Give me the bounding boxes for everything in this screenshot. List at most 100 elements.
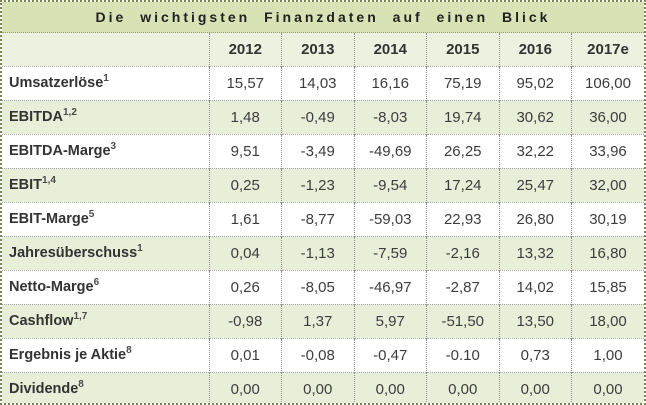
table-cell-value: -49,69 xyxy=(353,133,427,168)
table-cell-value: -9,54 xyxy=(353,167,427,202)
row-footnote-marker: 8 xyxy=(78,379,84,391)
table-cell-value: 14,03 xyxy=(281,65,354,100)
table-cell-value: -2,87 xyxy=(426,269,499,304)
row-label-cell: Umsatzerlöse1 xyxy=(2,65,209,100)
row-label-cell: Netto-Marge6 xyxy=(2,269,209,304)
table-cell-value: -51,50 xyxy=(426,303,499,338)
row-label: EBIT-Marge xyxy=(9,211,89,227)
table-cell-value: 17,24 xyxy=(426,167,499,202)
table-cell-value: -1,23 xyxy=(281,167,354,202)
table-cell-value: -59,03 xyxy=(353,201,427,236)
table-cell-value: 26,25 xyxy=(426,133,499,168)
table-cell-value: 75,19 xyxy=(426,65,499,100)
row-label-cell: EBITDA1,2 xyxy=(2,99,209,134)
table-row: EBITDA1,2 1,48 -0,49 -8,03 19,74 30,62 3… xyxy=(2,99,644,134)
table-row: Ergebnis je Aktie8 0,01 -0,08 -0,47 -0.1… xyxy=(2,337,644,372)
row-label-cell: EBIT1,4 xyxy=(2,167,209,202)
table-cell-value: 1,00 xyxy=(571,337,644,372)
row-label: Cashflow xyxy=(9,313,74,329)
row-label-cell: Dividende8 xyxy=(2,371,209,403)
table-cell-value: 9,51 xyxy=(208,133,282,168)
row-label: Umsatzerlöse xyxy=(9,75,104,91)
table-row: Dividende8 0,00 0,00 0,00 0,00 0,00 0,00 xyxy=(2,371,644,403)
table-cell-value: 14,02 xyxy=(498,269,572,304)
table-cell-value: 0,00 xyxy=(353,371,427,403)
table-row: EBITDA-Marge3 9,51 -3,49 -49,69 26,25 32… xyxy=(2,133,644,168)
table-row: EBIT1,4 0,25 -1,23 -9,54 17,24 25,47 32,… xyxy=(2,167,644,202)
table-cell-value: 5,97 xyxy=(353,303,427,338)
row-footnote-marker: 1,7 xyxy=(73,311,88,323)
table-row: Netto-Marge6 0,26 -8,05 -46,97 -2,87 14,… xyxy=(2,269,644,304)
table-cell-value: 0,00 xyxy=(498,371,572,403)
row-label-cell: Jahresüberschuss1 xyxy=(2,235,209,270)
table-cell-value: 0,01 xyxy=(208,337,282,372)
row-label: Dividende xyxy=(9,381,79,398)
table-cell-value: 19,74 xyxy=(426,99,499,134)
row-footnote-marker: 8 xyxy=(126,345,132,357)
table-row: Umsatzerlöse1 15,57 14,03 16,16 75,19 95… xyxy=(2,65,644,100)
row-label: EBITDA-Marge xyxy=(9,143,111,159)
table-cell-value: 32,22 xyxy=(498,133,572,168)
row-label-cell: EBITDA-Marge3 xyxy=(2,133,209,168)
table-cell-value: 32,00 xyxy=(571,167,644,202)
table-body: Umsatzerlöse1 15,57 14,03 16,16 75,19 95… xyxy=(2,65,644,403)
financial-data-table: 2012 2013 2014 2015 2016 2017e Umsatzerl… xyxy=(2,33,644,403)
table-cell-value: 106,00 xyxy=(571,65,644,100)
table-cell-value: 13,50 xyxy=(498,303,572,338)
row-label: Ergebnis je Aktie xyxy=(9,347,127,363)
table-cell-value: 0,73 xyxy=(498,337,572,372)
row-footnote-marker: 6 xyxy=(93,277,100,289)
table-cell-value: 0,26 xyxy=(208,269,282,304)
table-cell-value: 25,47 xyxy=(498,167,572,202)
table-cell-value: -2,16 xyxy=(426,235,499,270)
table-cell-value: 30,19 xyxy=(571,201,644,236)
table-cell-value: 13,32 xyxy=(498,235,572,270)
table-cell-value: 16,80 xyxy=(571,235,644,270)
row-label-cell: Cashflow1,7 xyxy=(2,303,209,338)
table-cell-value: -3,49 xyxy=(281,133,354,168)
row-label: Jahresüberschuss xyxy=(9,245,138,261)
table-cell-value: 1,48 xyxy=(208,99,282,134)
table-cell-value: 1,37 xyxy=(281,303,354,338)
row-footnote-marker: 5 xyxy=(88,209,95,221)
table-cell-value: 26,80 xyxy=(498,201,572,236)
table-cell-value: 22,93 xyxy=(426,201,499,236)
table-cell-value: 15,85 xyxy=(571,269,644,304)
table-cell-value: 18,00 xyxy=(571,303,644,338)
table-row: Jahresüberschuss1 0,04 -1,13 -7,59 -2,16… xyxy=(2,235,644,270)
row-label-cell: EBIT-Marge5 xyxy=(2,201,209,236)
table-title: Die wichtigsten Finanzdaten auf einen Bl… xyxy=(2,2,644,33)
table-cell-value: -46,97 xyxy=(353,269,427,304)
table-cell-value: 95,02 xyxy=(498,65,572,100)
table-cell-value: -7,59 xyxy=(353,235,427,270)
table-cell-value: -0.10 xyxy=(426,337,499,372)
row-footnote-marker: 1 xyxy=(137,243,143,255)
table-cell-value: 36,00 xyxy=(571,99,644,134)
table-cell-value: -0,49 xyxy=(281,99,354,134)
table-cell-value: -8,03 xyxy=(353,99,427,134)
row-footnote-marker: 1,2 xyxy=(62,107,77,119)
table-cell-value: -0,08 xyxy=(281,337,354,372)
table-cell-value: 0,04 xyxy=(208,235,282,270)
table-cell-value: 0,00 xyxy=(281,371,354,403)
row-footnote-marker: 1 xyxy=(103,73,109,85)
header-year-2015: 2015 xyxy=(426,33,499,66)
table-cell-value: 33,96 xyxy=(571,133,644,168)
table-cell-value: 15,57 xyxy=(208,65,282,100)
table-cell-value: 0,25 xyxy=(208,167,282,202)
table-cell-value: -0,47 xyxy=(353,337,427,372)
table-cell-value: 0,00 xyxy=(208,371,282,403)
row-label-cell: Ergebnis je Aktie8 xyxy=(2,337,209,372)
header-row: 2012 2013 2014 2015 2016 2017e xyxy=(2,33,644,66)
table-row: Cashflow1,7 -0,98 1,37 5,97 -51,50 13,50… xyxy=(2,303,644,338)
header-year-2017e: 2017e xyxy=(571,33,644,66)
header-year-2016: 2016 xyxy=(498,33,572,66)
row-label: EBIT xyxy=(9,177,43,193)
table-cell-value: 1,61 xyxy=(208,201,282,236)
row-footnote-marker: 3 xyxy=(110,141,117,153)
header-year-2013: 2013 xyxy=(281,33,354,66)
table-cell-value: 0,00 xyxy=(571,371,644,403)
table-cell-value: 0,00 xyxy=(426,371,499,403)
table-cell-value: 16,16 xyxy=(353,65,427,100)
